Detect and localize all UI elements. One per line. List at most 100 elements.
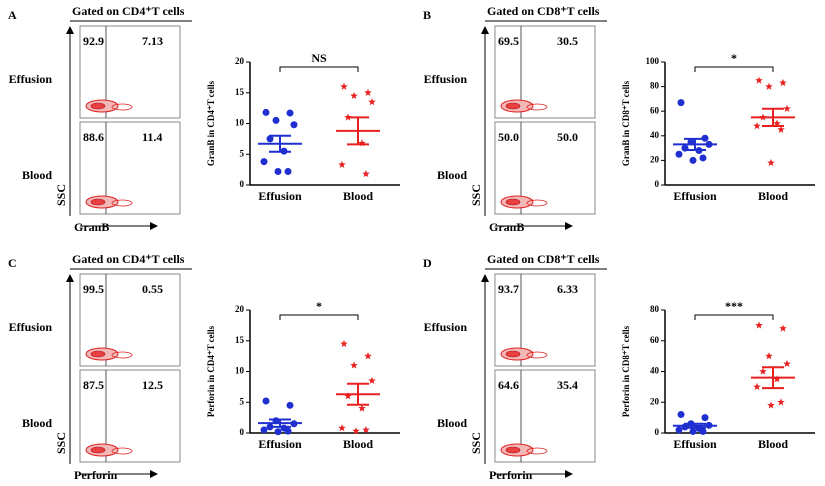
data-point xyxy=(274,167,282,175)
density-blob xyxy=(505,446,521,454)
data-point xyxy=(773,119,781,127)
data-point xyxy=(675,426,683,434)
flow-x-label: Perforin xyxy=(489,468,533,482)
y-tick-label: 40 xyxy=(650,366,660,376)
data-point xyxy=(286,109,294,117)
data-point xyxy=(350,361,358,369)
flow-box xyxy=(79,121,181,215)
x-tick-label: Blood xyxy=(343,437,373,451)
density-blob xyxy=(90,102,106,110)
panel: C Gated on CD4⁺T cells Effusion 99.5 0.55 Blo… xyxy=(8,252,400,482)
data-point xyxy=(358,404,366,412)
flow-box xyxy=(79,369,181,463)
sem-bar xyxy=(347,382,369,406)
row-label: Effusion xyxy=(9,320,53,334)
y-tick-label: 0 xyxy=(240,179,245,189)
flow-x-label: GranB xyxy=(74,220,109,234)
gate-title: Gated on CD4⁺T cells xyxy=(72,252,185,266)
data-point xyxy=(340,339,348,348)
data-point xyxy=(368,97,376,106)
data-point xyxy=(767,401,775,409)
x-tick-label: Effusion xyxy=(673,189,717,203)
flow-y-label: SSC xyxy=(469,184,483,206)
y-tick-label: 5 xyxy=(240,396,245,406)
data-point xyxy=(677,99,685,107)
y-tick-label: 20 xyxy=(650,154,660,164)
quadrant-value: 6.33 xyxy=(557,282,578,296)
panel-letter: B xyxy=(423,8,431,22)
gate-title: Gated on CD8⁺T cells xyxy=(487,252,600,266)
data-point xyxy=(344,392,352,400)
density-blob xyxy=(526,199,548,207)
data-point xyxy=(368,376,376,384)
x-tick-label: Effusion xyxy=(258,437,302,451)
significance-bar xyxy=(279,66,359,72)
quadrant-value: 88.6 xyxy=(83,130,104,144)
data-point xyxy=(755,76,763,84)
y-tick-label: 10 xyxy=(235,366,245,376)
flow-y-label: SSC xyxy=(469,432,483,454)
data-point xyxy=(290,121,298,129)
row-label: Blood xyxy=(22,416,52,430)
significance-label: *** xyxy=(725,299,743,313)
y-tick-label: 20 xyxy=(235,56,245,66)
row-label: Blood xyxy=(437,416,467,430)
density-blob xyxy=(111,447,133,455)
quadrant-value: 0.55 xyxy=(142,282,163,296)
significance-label: NS xyxy=(311,51,327,65)
sem-bar xyxy=(762,366,784,390)
flow-y-label: SSC xyxy=(54,432,68,454)
data-point xyxy=(779,78,787,87)
x-tick-label: Blood xyxy=(758,437,788,451)
x-tick-label: Effusion xyxy=(673,437,717,451)
data-point xyxy=(260,158,268,166)
data-point xyxy=(284,427,292,435)
quadrant-value: 7.13 xyxy=(142,34,163,48)
data-point xyxy=(284,167,292,175)
panel-letter: D xyxy=(423,256,432,270)
y-tick-label: 60 xyxy=(650,105,660,115)
y-tick-label: 5 xyxy=(240,148,245,158)
sem-bar xyxy=(684,137,706,151)
arrow-head xyxy=(66,274,74,282)
significance-bar xyxy=(694,66,774,72)
y-tick-label: 20 xyxy=(235,304,245,314)
density-blob xyxy=(90,198,106,206)
data-point xyxy=(773,375,781,383)
flow-box xyxy=(79,273,181,367)
data-point xyxy=(338,160,346,168)
data-point xyxy=(753,121,761,130)
quadrant-value: 50.0 xyxy=(498,130,519,144)
gate-title: Gated on CD4⁺T cells xyxy=(72,4,185,18)
flow-x-label: Perforin xyxy=(74,468,118,482)
data-point xyxy=(364,352,372,360)
density-blob xyxy=(526,447,548,455)
density-blob xyxy=(111,199,133,207)
data-point xyxy=(260,426,268,434)
flow-y-label: SSC xyxy=(54,184,68,206)
flow-box xyxy=(494,369,596,463)
row-label: Effusion xyxy=(424,320,468,334)
arrow-head xyxy=(150,470,158,478)
flow-box xyxy=(494,25,596,119)
y-tick-label: 40 xyxy=(650,130,660,140)
quadrant-value: 69.5 xyxy=(498,34,519,48)
density-blob xyxy=(90,446,106,454)
y-tick-label: 10 xyxy=(235,118,245,128)
data-point xyxy=(779,324,787,332)
data-point xyxy=(689,156,697,164)
y-tick-label: 80 xyxy=(650,304,660,314)
y-tick-label: 60 xyxy=(650,335,660,345)
data-point xyxy=(340,82,348,90)
data-point xyxy=(286,401,294,409)
data-point xyxy=(364,88,372,96)
y-axis-label: GranB in CD8⁺T cells xyxy=(621,80,631,166)
panel: A Gated on CD4⁺T cells Effusion 92.9 7.13 Blo… xyxy=(8,4,400,234)
data-point xyxy=(783,104,791,112)
data-point xyxy=(701,414,709,422)
data-point xyxy=(755,321,763,329)
quadrant-value: 12.5 xyxy=(142,378,163,392)
significance-label: * xyxy=(316,299,322,313)
significance-bar xyxy=(694,314,774,320)
